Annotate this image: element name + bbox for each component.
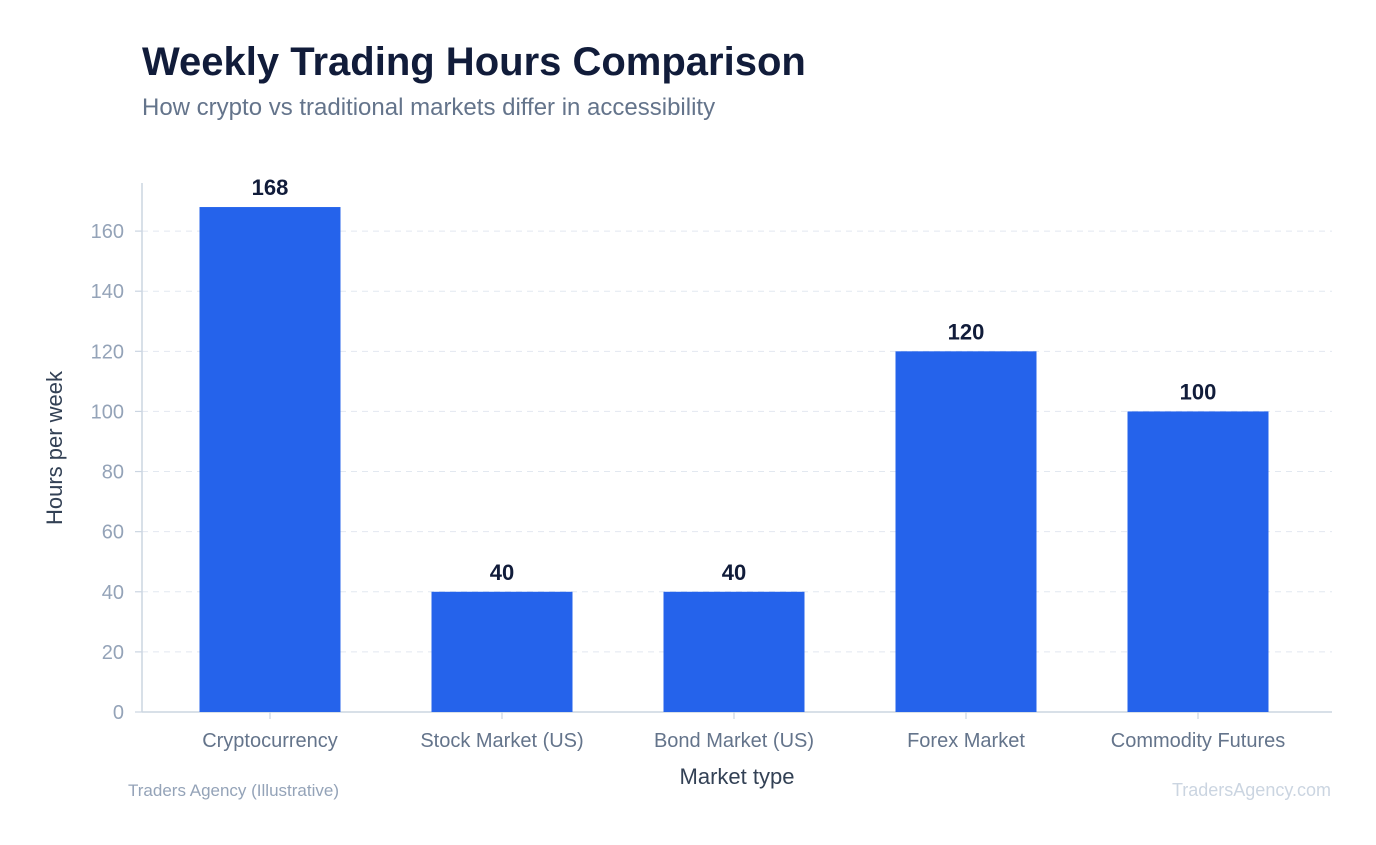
y-tick-label: 20 [102,642,124,664]
y-tick-label: 40 [102,582,124,604]
x-tick-label: Forex Market [907,730,1025,752]
y-tick-label: 160 [91,221,124,243]
bar [199,207,341,712]
labels: 0 20 40 60 80 100 120 140 160 168 Cryptocurrency 40… [91,175,1286,752]
y-tick-label: 0 [113,702,124,724]
y-tick-label: 120 [91,341,124,363]
y-tick-label: 80 [102,462,124,484]
bar [895,351,1037,712]
watermark: TradersAgency.com [1172,780,1331,800]
x-tick-label: Commodity Futures [1111,730,1286,752]
x-tick-label: Cryptocurrency [202,730,338,752]
bar-value-label: 168 [252,175,289,200]
y-tick-label: 140 [91,281,124,303]
bar-value-label: 120 [948,319,985,344]
y-tick-label: 100 [91,401,124,423]
chart-subtitle: How crypto vs traditional markets differ… [142,94,715,121]
bar [1127,411,1269,712]
bar-value-label: 40 [490,560,514,585]
bar [431,591,573,712]
bar-value-label: 100 [1180,379,1217,404]
x-tick-label: Stock Market (US) [420,730,583,752]
bar [663,591,805,712]
x-axis-title: Market type [680,764,795,789]
bars [199,207,1269,712]
y-axis-title: Hours per week [42,370,67,525]
x-tick-label: Bond Market (US) [654,730,814,752]
y-tick-label: 60 [102,522,124,544]
bar-value-label: 40 [722,560,746,585]
chart-title: Weekly Trading Hours Comparison [142,40,806,84]
source-note: Traders Agency (Illustrative) [128,781,339,800]
